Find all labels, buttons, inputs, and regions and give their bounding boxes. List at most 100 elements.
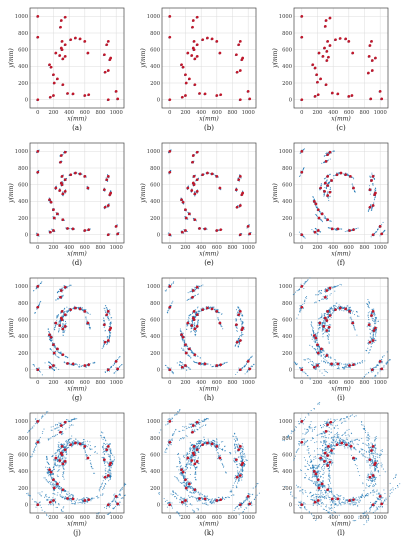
y-tick-label: 800 — [150, 166, 160, 172]
data-point — [181, 365, 184, 369]
estimate-point — [240, 177, 242, 179]
data-points — [300, 14, 384, 102]
estimate-point — [187, 211, 189, 213]
y-axis-label: y(mm) — [8, 183, 15, 204]
estimate-point — [371, 174, 373, 176]
estimate-point — [170, 367, 172, 369]
estimate-point — [195, 316, 197, 318]
estimate-point — [322, 295, 324, 297]
estimate-point — [298, 231, 300, 233]
data-point — [193, 327, 197, 331]
estimate-point — [247, 366, 250, 368]
estimate-point — [210, 364, 212, 366]
estimate-point — [188, 317, 190, 320]
data-point — [103, 323, 106, 327]
estimate-point — [299, 174, 302, 176]
y-tick-label: 800 — [18, 166, 28, 172]
y-tick-label: 1000 — [279, 14, 292, 20]
data-point — [192, 48, 196, 52]
data-point — [328, 150, 332, 154]
estimate-point — [103, 343, 105, 345]
estimate-point — [239, 308, 241, 310]
estimate-point — [226, 361, 228, 363]
estimate-point — [329, 188, 332, 190]
estimate-point — [221, 313, 223, 315]
data-point — [319, 77, 322, 81]
data-point — [180, 333, 183, 337]
data-point — [103, 340, 107, 344]
estimate-point — [110, 323, 112, 325]
data-point — [195, 150, 199, 154]
estimate-point — [187, 299, 189, 301]
estimate-point — [326, 295, 328, 297]
data-point — [238, 69, 242, 72]
data-point — [215, 364, 219, 367]
data-point — [238, 98, 242, 102]
plot-frame — [29, 142, 125, 244]
estimate-point — [210, 306, 212, 308]
estimate-point — [327, 287, 329, 289]
data-point — [60, 183, 64, 187]
data-point — [338, 37, 342, 40]
x-tick-label: 1000 — [242, 110, 255, 116]
data-point — [71, 362, 75, 366]
estimate-point — [238, 367, 240, 369]
data-point — [54, 51, 58, 55]
estimate-point — [168, 232, 170, 234]
data-point — [168, 149, 172, 153]
y-tick-label: 600 — [150, 47, 160, 53]
estimate-point — [294, 291, 297, 293]
estimate-point — [201, 363, 203, 365]
estimate-point — [56, 355, 58, 358]
x-tick-label: 600 — [212, 110, 222, 116]
data-point — [193, 218, 197, 222]
estimate-point — [47, 328, 49, 330]
estimate-point — [354, 191, 356, 193]
data-point — [168, 35, 172, 39]
data-point — [218, 321, 222, 325]
estimate-point — [328, 181, 330, 183]
estimate-point — [329, 227, 331, 229]
data-point — [219, 363, 223, 367]
estimate-point — [188, 298, 190, 300]
data-points — [167, 149, 252, 237]
estimate-point — [108, 319, 110, 321]
data-point — [350, 94, 354, 97]
data-point — [206, 36, 209, 40]
estimate-point — [59, 322, 61, 324]
x-tick-label: 1000 — [242, 245, 255, 251]
y-tick-label: 800 — [150, 31, 160, 37]
estimate-point — [47, 361, 50, 363]
y-tick-label: 1000 — [147, 14, 160, 20]
y-tick-label: 600 — [150, 317, 160, 323]
estimate-point — [39, 302, 41, 304]
data-point — [63, 15, 67, 19]
estimate-point — [103, 319, 105, 321]
estimate-point — [329, 195, 331, 197]
estimate-point — [238, 343, 240, 345]
estimate-point — [242, 333, 244, 335]
estimate-point — [241, 367, 243, 369]
data-point — [181, 230, 184, 234]
data-point — [106, 233, 110, 237]
data-point — [86, 321, 90, 325]
data-point — [114, 359, 118, 363]
estimate-point — [194, 324, 196, 326]
estimate-point — [339, 283, 341, 285]
estimate-point — [194, 287, 196, 289]
y-tick-label: 0 — [25, 232, 28, 238]
estimate-point — [185, 369, 187, 371]
y-tick-label: 1000 — [147, 149, 160, 155]
estimate-point — [47, 331, 50, 333]
estimate-point — [62, 334, 64, 336]
estimate-point — [375, 231, 377, 233]
data-point — [215, 94, 219, 97]
data-point — [219, 93, 223, 97]
x-tick-label: 400 — [196, 110, 206, 116]
data-point — [105, 43, 109, 47]
estimate-point — [369, 193, 371, 195]
data-point — [203, 92, 207, 96]
data-point — [347, 39, 351, 43]
estimate-point — [217, 318, 219, 320]
estimate-point — [79, 364, 81, 366]
